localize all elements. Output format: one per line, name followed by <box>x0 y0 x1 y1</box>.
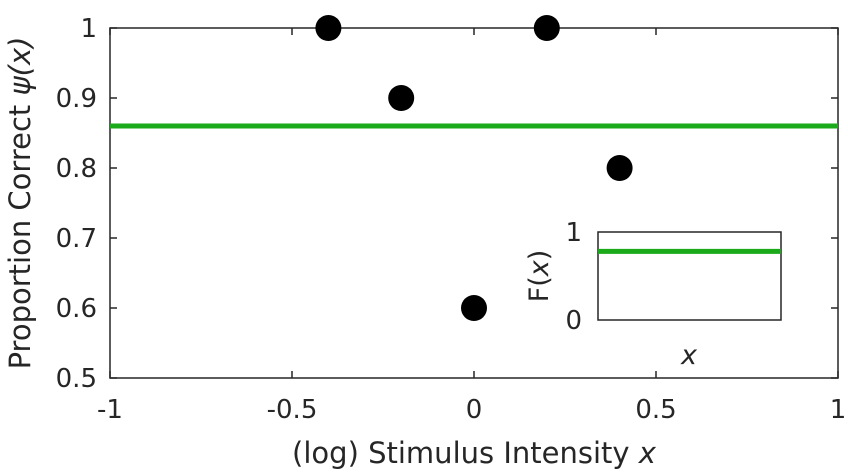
data-point <box>461 295 487 321</box>
y-axis-label: Proportion Correct ψ(x) <box>3 37 37 370</box>
x-tick-label: 1 <box>830 395 847 425</box>
inset-y-tick-label: 0 <box>565 306 582 336</box>
inset-y-tick-label: 1 <box>565 218 582 248</box>
x-axis-label: (log) Stimulus Intensity x <box>292 436 657 470</box>
inset-x-label: x <box>680 340 698 371</box>
inset-y-label: F(x) <box>524 250 555 303</box>
y-tick-label: 0.7 <box>56 224 97 254</box>
x-tick-label: -1 <box>97 395 123 425</box>
main-ticks <box>109 27 839 379</box>
y-tick-label: 0.6 <box>56 294 97 324</box>
x-tick-label: 0.5 <box>635 395 676 425</box>
data-points <box>315 15 633 321</box>
main-tick-labels: -1 -0.5 0 0.5 1 0.5 0.6 0.7 0.8 0.9 1 <box>56 14 847 425</box>
y-tick-label: 1 <box>80 14 97 44</box>
data-point <box>606 155 633 181</box>
data-point <box>388 85 415 111</box>
y-tick-label: 0.9 <box>56 84 97 114</box>
x-tick-label: 0 <box>466 395 483 425</box>
x-tick-label: -0.5 <box>267 395 318 425</box>
data-point <box>315 15 342 41</box>
data-point <box>533 15 560 41</box>
y-tick-label: 0.5 <box>56 364 97 394</box>
inset-plot-area <box>597 231 782 321</box>
inset-tick-labels: 01 <box>565 218 582 336</box>
y-tick-label: 0.8 <box>56 154 97 184</box>
main-plot-area <box>109 27 839 379</box>
